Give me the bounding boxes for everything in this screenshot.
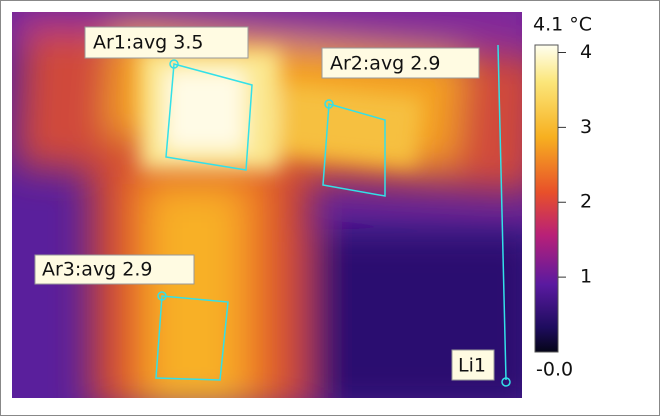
colorbar-max-label: 4.1 °C [533,14,592,36]
area-3-label: Ar3:avg 2.9 [42,259,153,281]
area-2-label: Ar2:avg 2.9 [330,53,441,75]
area-1-label: Ar1:avg 3.5 [93,32,204,54]
colorbar-tick-label: 2 [580,191,592,213]
colorbar-tick-label: 4 [580,41,592,63]
line-1-label: Li1 [458,355,486,377]
colorbar-tick-label: 1 [580,266,592,288]
colorbar-tick-label: 3 [580,116,592,138]
colorbar [535,45,558,352]
colorbar-min-label: -0.0 [536,359,573,381]
thermal-view: Ar1:avg 3.5 Ar2:avg 2.9 Ar3:avg 2.9 Li1 … [0,0,660,416]
